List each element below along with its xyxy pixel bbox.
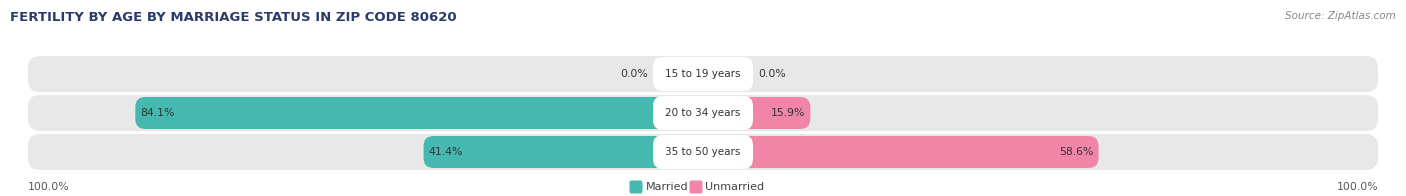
FancyBboxPatch shape [652, 96, 754, 130]
Text: Unmarried: Unmarried [706, 182, 765, 192]
FancyBboxPatch shape [28, 56, 1378, 92]
Text: 0.0%: 0.0% [620, 69, 648, 79]
Text: FERTILITY BY AGE BY MARRIAGE STATUS IN ZIP CODE 80620: FERTILITY BY AGE BY MARRIAGE STATUS IN Z… [10, 11, 457, 24]
FancyBboxPatch shape [703, 136, 1098, 168]
Text: 100.0%: 100.0% [1336, 182, 1378, 192]
Text: 0.0%: 0.0% [758, 69, 786, 79]
Text: 15 to 19 years: 15 to 19 years [665, 69, 741, 79]
Text: 35 to 50 years: 35 to 50 years [665, 147, 741, 157]
Text: 84.1%: 84.1% [141, 108, 174, 118]
FancyBboxPatch shape [423, 136, 703, 168]
Text: Married: Married [645, 182, 688, 192]
Text: 100.0%: 100.0% [28, 182, 70, 192]
FancyBboxPatch shape [652, 57, 754, 91]
FancyBboxPatch shape [630, 181, 643, 193]
Text: Source: ZipAtlas.com: Source: ZipAtlas.com [1285, 11, 1396, 21]
FancyBboxPatch shape [703, 97, 810, 129]
FancyBboxPatch shape [689, 181, 703, 193]
FancyBboxPatch shape [135, 97, 703, 129]
Text: 58.6%: 58.6% [1059, 147, 1094, 157]
FancyBboxPatch shape [28, 134, 1378, 170]
Text: 15.9%: 15.9% [770, 108, 806, 118]
Text: 20 to 34 years: 20 to 34 years [665, 108, 741, 118]
FancyBboxPatch shape [681, 58, 703, 90]
Text: 41.4%: 41.4% [429, 147, 463, 157]
FancyBboxPatch shape [652, 135, 754, 169]
FancyBboxPatch shape [28, 95, 1378, 131]
FancyBboxPatch shape [703, 58, 725, 90]
